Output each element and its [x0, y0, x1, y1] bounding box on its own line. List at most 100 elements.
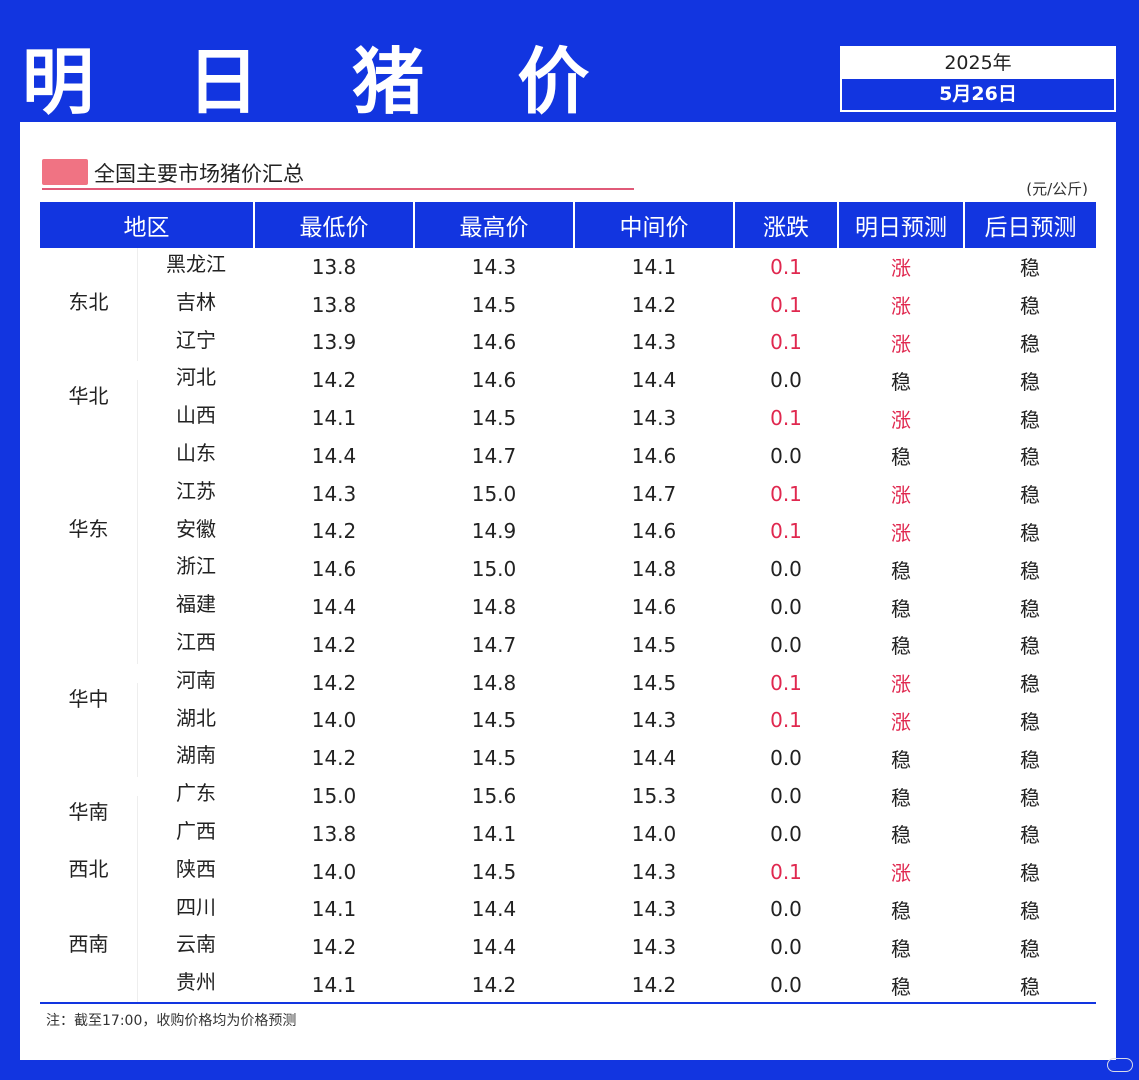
forecast-tomorrow: 稳: [891, 634, 911, 659]
region-province-cell: 华中 河南: [40, 664, 254, 721]
forecast-tomorrow: 稳: [891, 785, 911, 810]
forecast-after: 稳: [1020, 861, 1040, 886]
price-change: 0.0: [770, 557, 802, 582]
price-change: 0.1: [770, 406, 802, 431]
price-change: 0.1: [770, 254, 802, 279]
region-spacer: [40, 323, 138, 362]
forecast-tomorrow: 稳: [891, 898, 911, 923]
unit-label: (元/公斤): [1026, 180, 1088, 198]
region-name: 华东: [40, 512, 138, 551]
price-change: 0.0: [770, 784, 802, 809]
province-name: 安徽: [176, 516, 216, 541]
region-spacer: [40, 550, 138, 589]
mid-price: 14.3: [631, 859, 677, 884]
forecast-after: 稳: [1020, 596, 1040, 621]
region-spacer: [40, 966, 138, 1004]
low-price: 14.1: [311, 973, 357, 998]
forecast-after: 稳: [1020, 634, 1040, 659]
low-price: 13.8: [311, 254, 357, 279]
table-row: 华南 广东 15.0 15.6 15.3 0.0 稳 稳: [40, 777, 1096, 834]
low-price: 14.4: [311, 595, 357, 620]
table-row: 华东 安徽 14.2 14.9 14.6 0.1 涨 稳: [40, 512, 1096, 551]
watermark-icon: [1107, 1058, 1133, 1072]
mid-price: 14.3: [631, 330, 677, 355]
forecast-tomorrow: 稳: [891, 596, 911, 621]
region-spacer: [40, 436, 138, 475]
forecast-after: 稳: [1020, 747, 1040, 772]
province-name: 河北: [176, 365, 216, 390]
region-province-cell: 湖北: [40, 701, 254, 740]
price-change: 0.0: [770, 897, 802, 922]
price-change: 0.1: [770, 670, 802, 695]
region-spacer: [40, 890, 138, 929]
high-price: 14.4: [471, 935, 517, 960]
table-row: 四川 14.1 14.4 14.3 0.0 稳 稳: [40, 890, 1096, 929]
high-price: 15.6: [471, 784, 517, 809]
province-name: 江苏: [176, 478, 216, 503]
forecast-after: 稳: [1020, 936, 1040, 961]
high-price: 15.0: [471, 481, 517, 506]
province-name: 山西: [176, 403, 216, 428]
region-spacer: [40, 474, 138, 513]
mid-price: 15.3: [631, 784, 677, 809]
forecast-after: 稳: [1020, 672, 1040, 697]
region-province-cell: 福建: [40, 588, 254, 626]
low-price: 13.8: [311, 292, 357, 317]
forecast-after: 稳: [1020, 294, 1040, 319]
table-row: 广西 13.8 14.1 14.0 0.0 稳 稳: [40, 814, 1096, 853]
forecast-after: 稳: [1020, 445, 1040, 470]
forecast-tomorrow: 涨: [891, 256, 911, 281]
heading-marker-icon: [42, 159, 88, 185]
table-header-row: 地区 最低价 最高价 中间价 涨跌 明日预测 后日预测: [40, 202, 1096, 248]
high-price: 14.3: [471, 254, 517, 279]
high-price: 14.5: [471, 746, 517, 771]
price-change: 0.0: [770, 935, 802, 960]
price-change: 0.1: [770, 292, 802, 317]
forecast-after: 稳: [1020, 709, 1040, 734]
high-price: 14.5: [471, 406, 517, 431]
price-table: 地区 最低价 最高价 中间价 涨跌 明日预测 后日预测 黑龙江 13.8 14.3 1…: [40, 202, 1096, 1004]
forecast-tomorrow: 稳: [891, 823, 911, 848]
table-row: 贵州 14.1 14.2 14.2 0.0 稳 稳: [40, 966, 1096, 1004]
low-price: 14.2: [311, 632, 357, 657]
date-day: 5月26日: [939, 83, 1017, 105]
forecast-after: 稳: [1020, 256, 1040, 281]
province-name: 陕西: [176, 856, 216, 881]
low-price: 14.2: [311, 935, 357, 960]
region-province-cell: 贵州: [40, 966, 254, 1004]
mid-price: 14.2: [631, 292, 677, 317]
province-name: 贵州: [176, 970, 216, 995]
region-province-cell: 西北 陕西: [40, 852, 254, 891]
forecast-tomorrow: 稳: [891, 747, 911, 772]
mid-price: 14.6: [631, 443, 677, 468]
price-change: 0.0: [770, 368, 802, 393]
high-price: 14.8: [471, 670, 517, 695]
province-name: 河南: [176, 667, 216, 692]
low-price: 14.3: [311, 481, 357, 506]
region-spacer: [40, 588, 138, 626]
forecast-tomorrow: 稳: [891, 369, 911, 394]
price-card: 全国主要市场猪价汇总 (元/公斤) 地区 最低价 最高价 中间价 涨跌 明日预测…: [20, 122, 1116, 1060]
region-province-cell: 四川: [40, 890, 254, 929]
low-price: 14.6: [311, 557, 357, 582]
mid-price: 14.3: [631, 708, 677, 733]
low-price: 14.1: [311, 406, 357, 431]
low-price: 14.2: [311, 670, 357, 695]
high-price: 14.4: [471, 897, 517, 922]
table-row: 华北 河北 14.2 14.6 14.4 0.0 稳 稳: [40, 361, 1096, 419]
header-change: 涨跌: [734, 202, 839, 248]
header-high: 最高价: [414, 202, 575, 248]
forecast-after: 稳: [1020, 331, 1040, 356]
price-change: 0.0: [770, 973, 802, 998]
region-province-cell: 华北 河北: [40, 361, 254, 419]
price-change: 0.1: [770, 519, 802, 544]
header-tomorrow: 明日预测: [838, 202, 965, 248]
table-bottom-divider: [40, 1002, 1096, 1004]
forecast-tomorrow: 涨: [891, 520, 911, 545]
forecast-tomorrow: 稳: [891, 936, 911, 961]
forecast-after: 稳: [1020, 823, 1040, 848]
table-row: 山东 14.4 14.7 14.6 0.0 稳 稳: [40, 436, 1096, 475]
high-price: 14.7: [471, 632, 517, 657]
mid-price: 14.4: [631, 746, 677, 771]
forecast-after: 稳: [1020, 785, 1040, 810]
